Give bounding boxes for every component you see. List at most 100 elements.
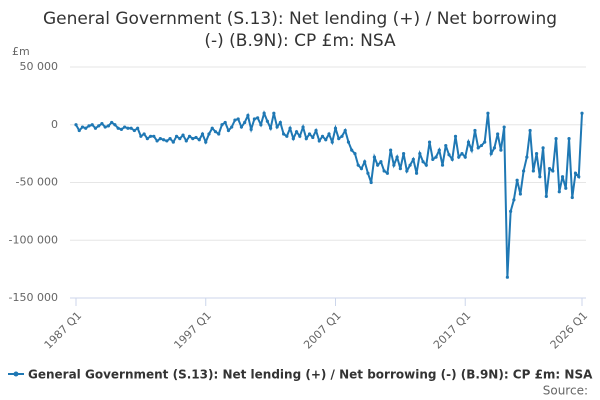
point <box>87 124 91 128</box>
point <box>363 160 367 164</box>
point <box>174 134 179 138</box>
point <box>327 132 331 136</box>
point <box>489 152 493 156</box>
point <box>304 137 308 141</box>
x-tick-label: 2007 Q1 <box>301 309 344 352</box>
point <box>450 157 454 161</box>
point <box>74 123 78 127</box>
point <box>307 132 312 136</box>
point <box>392 163 396 167</box>
point <box>210 126 214 130</box>
point <box>132 128 136 133</box>
point <box>534 152 539 156</box>
point <box>515 178 519 182</box>
chart-title: General Government (S.13): Net lending (… <box>42 9 558 51</box>
point <box>294 130 299 134</box>
point <box>499 148 503 152</box>
point <box>288 126 292 130</box>
point <box>165 139 169 143</box>
point <box>171 140 175 144</box>
point <box>100 121 104 126</box>
point <box>269 126 273 130</box>
point <box>84 126 88 130</box>
point <box>142 132 146 136</box>
point <box>311 135 315 140</box>
point <box>479 143 484 148</box>
point <box>512 198 516 202</box>
point <box>129 126 133 130</box>
point <box>424 163 428 167</box>
legend-marker <box>13 371 19 377</box>
point <box>136 126 140 130</box>
point <box>551 169 555 173</box>
point <box>389 148 393 152</box>
point <box>505 275 509 279</box>
point <box>473 128 477 133</box>
point <box>421 160 425 164</box>
point <box>541 146 545 150</box>
point <box>528 128 532 133</box>
point <box>496 132 500 136</box>
point <box>525 155 529 159</box>
point <box>236 117 240 121</box>
point <box>187 134 192 138</box>
point <box>356 163 360 167</box>
point <box>223 120 227 125</box>
point <box>440 163 445 167</box>
point <box>181 133 185 137</box>
point <box>126 126 130 130</box>
point <box>460 152 464 156</box>
point <box>184 139 188 143</box>
point <box>402 152 406 156</box>
point <box>382 169 386 173</box>
point <box>538 175 542 179</box>
point <box>301 125 305 129</box>
point <box>492 146 497 150</box>
point <box>457 155 461 159</box>
point <box>259 123 263 127</box>
point <box>207 132 211 136</box>
point <box>265 119 269 123</box>
point <box>191 137 195 141</box>
point <box>398 167 402 171</box>
point <box>463 155 467 159</box>
point <box>119 127 124 131</box>
point <box>483 140 487 144</box>
point <box>324 138 328 142</box>
point <box>573 171 578 175</box>
point <box>564 186 568 190</box>
point <box>317 139 321 143</box>
y-tick-label: 0 <box>51 118 58 131</box>
point <box>330 140 334 144</box>
point <box>291 137 295 141</box>
point <box>262 111 266 115</box>
y-tick-label: -150 000 <box>9 291 58 304</box>
point <box>285 134 289 138</box>
point <box>93 126 98 130</box>
point <box>161 138 166 142</box>
point <box>531 169 535 173</box>
point <box>376 163 380 167</box>
point <box>97 124 101 128</box>
point <box>411 157 415 161</box>
point <box>155 139 159 143</box>
point <box>246 113 250 118</box>
point <box>567 137 571 141</box>
point <box>213 130 218 134</box>
point <box>226 128 231 133</box>
point <box>554 137 558 141</box>
point <box>580 111 584 115</box>
point <box>168 137 172 141</box>
point <box>314 128 318 133</box>
y-tick-label: -100 000 <box>9 233 58 246</box>
point <box>570 195 574 200</box>
point <box>427 140 432 144</box>
point <box>447 153 451 157</box>
point <box>359 167 364 171</box>
point <box>509 209 513 213</box>
point <box>194 135 198 140</box>
point <box>366 171 370 175</box>
point <box>343 128 347 133</box>
point <box>110 120 114 125</box>
point <box>437 148 441 152</box>
